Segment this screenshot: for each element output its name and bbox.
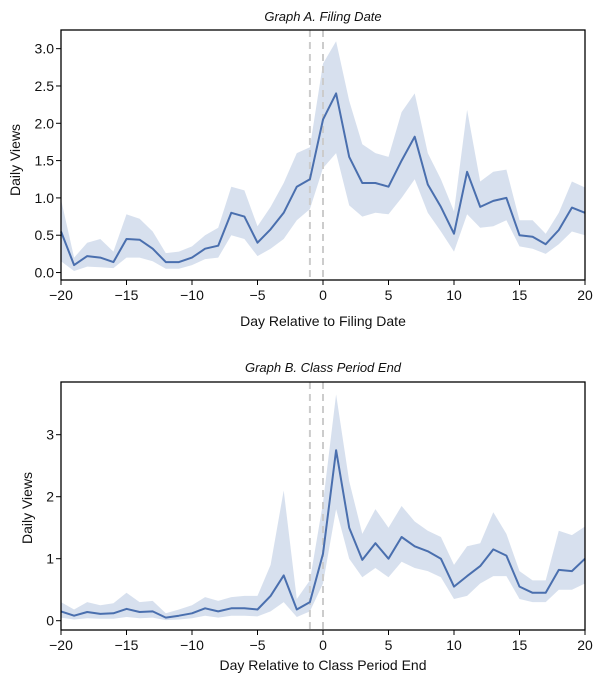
graph-b-y-tick-label: 3: [46, 427, 54, 443]
graph-a-x-tick-label: −15: [115, 287, 139, 303]
graph-a-y-tick-label: 2.5: [35, 78, 55, 94]
graph-b: Graph B. Class Period End Daily Views Da…: [19, 360, 593, 673]
graph-a-y-tick-label: 3.0: [35, 41, 55, 57]
graph-a-title: Graph A. Filing Date: [264, 9, 381, 24]
graph-b-ylabel: Daily Views: [19, 472, 35, 544]
graph-b-x-tick-label: −5: [250, 637, 266, 653]
graph-b-series-line: [60, 449, 586, 619]
graph-b-y-tick-label: 2: [46, 489, 54, 505]
graph-b-x-tick-label: 10: [446, 637, 462, 653]
graph-a-x-tick-label: −20: [49, 287, 73, 303]
graph-a-y-tick-label: 0.5: [35, 227, 55, 243]
graph-b-y-tick-label: 0: [46, 613, 54, 629]
graph-a-y-tick-label: 2.0: [35, 115, 55, 131]
graph-a-series-line: [60, 92, 586, 267]
graph-a: Graph A. Filing Date Daily Views Day Rel…: [7, 9, 593, 329]
graph-b-title: Graph B. Class Period End: [245, 360, 402, 375]
graph-b-xlabel: Day Relative to Class Period End: [220, 657, 427, 673]
graph-b-x-tick-label: −10: [180, 637, 204, 653]
graph-b-x-tick-label: 15: [512, 637, 528, 653]
graph-a-x-tick-label: 15: [512, 287, 528, 303]
graph-a-y-tick-label: 0.0: [35, 265, 55, 281]
graph-b-x-tick-label: −20: [49, 637, 73, 653]
graph-a-y-tick-label: 1.0: [35, 190, 55, 206]
graph-a-x-tick-label: 10: [446, 287, 462, 303]
graph-a-y-tick-label: 1.5: [35, 153, 55, 169]
graph-a-plot-area: −20 −15 −10 −5 0 5 10 15 20 0.0 0.5 1.0 1.5 2.0 2.5 3.0: [35, 29, 593, 303]
graph-a-x-tick-label: 0: [319, 287, 327, 303]
graph-b-x-tick-label: 20: [577, 637, 593, 653]
graph-b-x-tick-label: 5: [385, 637, 393, 653]
graph-a-x-tick-label: −10: [180, 287, 204, 303]
graph-b-y-tick-label: 1: [46, 551, 54, 567]
graph-a-x-tick-label: −5: [250, 287, 266, 303]
graph-b-x-tick-label: 0: [319, 637, 327, 653]
graph-a-x-tick-label: 5: [385, 287, 393, 303]
graph-b-plot-area: −20 −15 −10 −5 0 5 10 15 20 0 1 2 3: [46, 381, 593, 653]
graph-b-x-tick-label: −15: [115, 637, 139, 653]
graph-a-xlabel: Day Relative to Filing Date: [240, 313, 406, 329]
graph-a-ylabel: Daily Views: [7, 124, 23, 196]
graph-a-x-tick-label: 20: [577, 287, 593, 303]
